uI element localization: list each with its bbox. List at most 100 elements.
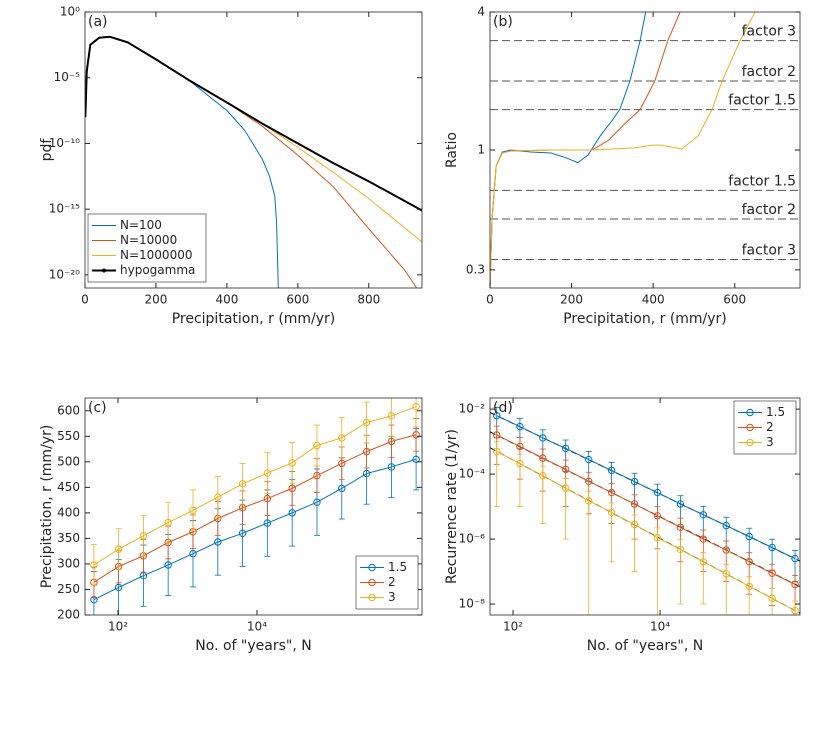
legend-label: 3 (766, 435, 774, 449)
marker (338, 484, 346, 493)
y-tick-label: 10⁻⁴ (459, 467, 486, 481)
y-tick-label: 200 (57, 608, 80, 622)
y-tick-label: 10⁰ (60, 5, 80, 19)
marker (768, 569, 776, 577)
legend-label: 1.5 (388, 560, 407, 574)
marker (630, 477, 639, 486)
marker (722, 521, 730, 530)
x-tick-label: 600 (723, 293, 746, 307)
marker (164, 518, 172, 527)
legend-label: N=10000 (120, 233, 177, 247)
marker (214, 493, 222, 501)
marker (539, 454, 547, 462)
series-line (496, 434, 796, 585)
reference-label: factor 3 (742, 24, 796, 40)
y-tick-label: 4 (477, 5, 485, 19)
legend-label: N=100 (120, 218, 162, 232)
y-tick-label: 10⁻¹⁰ (49, 136, 80, 150)
panel-label: (b) (493, 14, 513, 30)
legend-marker (746, 438, 754, 447)
marker (676, 500, 685, 508)
marker (768, 594, 776, 603)
reference-label: factor 1.5 (728, 93, 796, 109)
marker (313, 498, 321, 506)
marker (791, 554, 799, 563)
x-tick-label: 10² (503, 620, 523, 634)
y-axis-label: pdf (39, 138, 55, 162)
series-line (85, 36, 422, 243)
y-tick-label: 10⁻² (459, 402, 486, 416)
y-tick-label: 450 (57, 480, 80, 494)
y-axis-label: Recurrence rate (1/yr) (444, 429, 460, 584)
legend-marker (746, 408, 754, 417)
marker (90, 561, 98, 569)
series-line (496, 415, 796, 560)
marker (653, 534, 662, 542)
axes-frame (84, 11, 423, 289)
reference-label: factor 3 (742, 242, 796, 258)
y-tick-label: 350 (57, 531, 80, 545)
marker (791, 606, 799, 615)
x-tick-label: 400 (642, 293, 665, 307)
marker (653, 488, 662, 497)
y-axis-label: Precipitation, r (mm/yr) (39, 425, 55, 589)
marker (699, 558, 707, 566)
legend-label: N=1000000 (120, 248, 192, 262)
panel-label: (d) (493, 400, 513, 416)
y-tick-label: 10⁻¹⁵ (49, 202, 80, 216)
marker (722, 546, 730, 554)
x-tick-label: 200 (144, 293, 167, 307)
marker (263, 519, 272, 527)
legend-marker (368, 563, 376, 572)
marker (362, 418, 371, 427)
marker (653, 512, 662, 520)
y-tick-label: 500 (57, 454, 80, 468)
x-tick-label: 600 (286, 293, 309, 307)
marker (699, 511, 707, 519)
x-axis-label: No. of "years", N (587, 638, 703, 654)
series-line (93, 434, 417, 583)
marker (561, 484, 570, 492)
x-tick-label: 10² (108, 620, 128, 634)
y-tick-label: 10⁻⁶ (459, 532, 486, 546)
x-tick-label: 10⁴ (247, 620, 267, 634)
marker (412, 431, 420, 439)
marker (699, 535, 707, 543)
marker (561, 465, 570, 474)
marker (493, 447, 501, 456)
y-tick-label: 0.3 (466, 262, 485, 276)
marker (630, 500, 639, 508)
marker (114, 545, 123, 553)
marker (585, 455, 593, 464)
plot-area (90, 398, 420, 615)
marker (607, 488, 616, 497)
legend-marker (368, 593, 376, 602)
legend-label: 3 (388, 590, 396, 604)
marker (768, 543, 776, 552)
axes-frame (489, 397, 801, 616)
marker (288, 484, 296, 493)
y-tick-label: 250 (57, 582, 80, 596)
x-tick-label: 800 (357, 293, 380, 307)
x-axis-label: Precipitation, r (mm/yr) (563, 311, 727, 327)
legend-marker (746, 423, 754, 432)
plot-area (85, 35, 422, 288)
plot-area (490, 12, 800, 288)
marker (516, 459, 524, 468)
marker (387, 437, 396, 446)
marker (263, 469, 272, 477)
series-line (93, 406, 417, 566)
marker (676, 523, 685, 532)
y-tick-label: 10⁻⁸ (459, 597, 486, 611)
marker (607, 466, 616, 475)
marker (585, 477, 593, 486)
legend-label: 2 (766, 420, 774, 434)
series-line (490, 12, 647, 288)
marker (114, 583, 123, 592)
series-line (496, 450, 796, 612)
plot-area (490, 406, 800, 615)
reference-label: factor 2 (742, 202, 796, 218)
y-tick-label: 550 (57, 429, 80, 443)
y-tick-label: 10⁻⁵ (54, 70, 81, 84)
